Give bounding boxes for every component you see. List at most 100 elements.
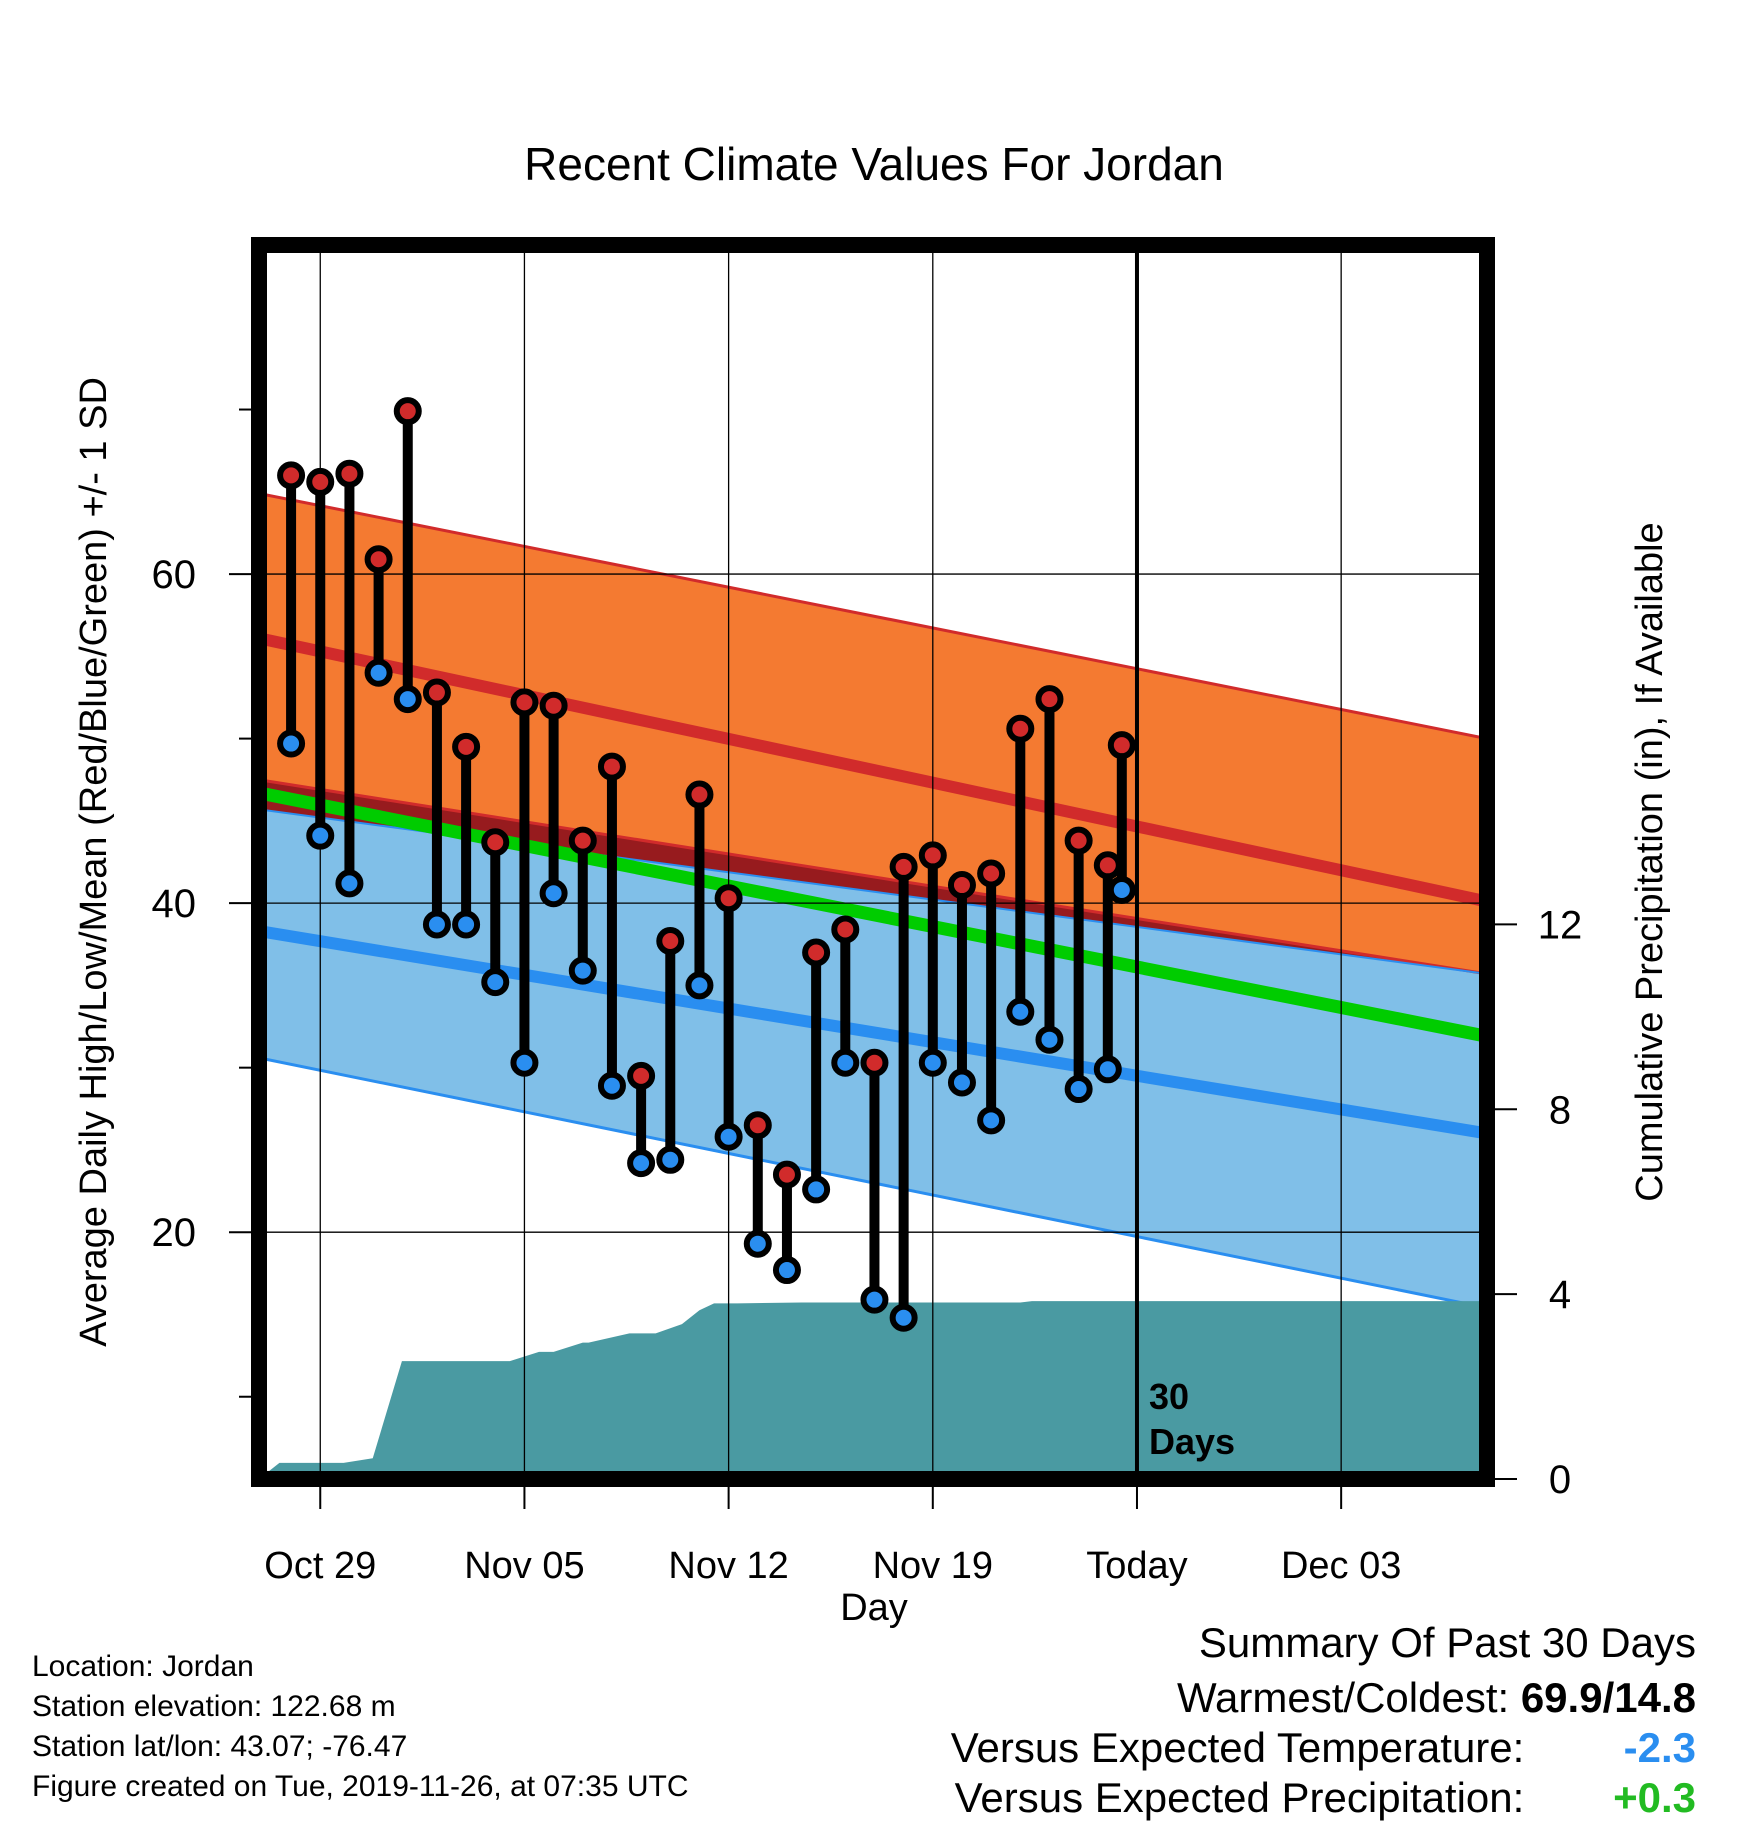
observation-low-point [627,1149,656,1178]
y-axis-right-label: Cumulative Precipitation (in), If Availa… [1629,522,1671,1201]
observation-low-point [568,956,597,985]
observation-low-point [306,821,335,850]
observation-high-point [452,732,481,761]
today-marker-label: Days [1149,1421,1235,1462]
latest-high-point [1107,731,1136,760]
warm-cold-label: Warmest/Coldest: [1176,1674,1510,1721]
plot-frame [251,237,1495,1487]
observation-high-point [977,859,1006,888]
observation-low-point [1006,997,1035,1026]
observation-low-point [1064,1075,1093,1104]
observation-high-point [306,467,335,496]
observation-low-point [802,1175,831,1204]
observation-high-point [802,938,831,967]
figure-created: Figure created on Tue, 2019-11-26, at 07… [32,1770,689,1803]
y2-tick-label: 4 [1549,1273,1571,1317]
observation-high-point [656,926,685,955]
observation-high-point [277,461,306,490]
observation-high-point [393,397,422,426]
summary-precip-row: Versus Expected Precipitation: +0.3 [955,1777,1696,1819]
observation-high-point [918,841,947,870]
x-tick-label: Dec 03 [1281,1545,1401,1587]
observation-low-point [481,968,510,997]
y-axis-left-label: Average Daily High/Low/Mean (Red/Blue/Gr… [73,377,115,1347]
x-tick-label: Nov 12 [668,1545,788,1587]
observation-low-point [772,1256,801,1285]
observation-low-point [1093,1055,1122,1084]
observation-high-point [481,828,510,857]
axes: Oct 29 Nov 05 Nov 12 Nov 19 Today Dec 0320406… [152,408,1583,1587]
observation-low-point [947,1068,976,1097]
high-mean-line [259,632,1487,908]
observation-low-point [743,1229,772,1258]
temp-deviation-value: -2.3 [1623,1724,1696,1771]
observation-low-point [597,1071,626,1100]
x-tick-label: Nov 19 [873,1545,993,1587]
observation-high-point [743,1111,772,1140]
y-tick-label: 20 [152,1211,197,1255]
low-mean-line [259,925,1487,1140]
observation-high-point [539,691,568,720]
y2-tick-label: 8 [1549,1088,1571,1132]
observation-high-point [364,545,393,574]
observation-high-point [597,752,626,781]
y2-tick-label: 0 [1549,1458,1571,1502]
observation-high-point [1093,851,1122,880]
observation-high-point [889,852,918,881]
observation-low-point [1035,1025,1064,1054]
y-tick-label: 40 [152,882,197,926]
observation-low-point [539,879,568,908]
high-normal-band [259,493,1487,974]
observation-low-point [977,1106,1006,1135]
observation-low-point [889,1303,918,1332]
observation-low-point [422,910,451,939]
warm-cold-value: 69.9/14.8 [1520,1674,1696,1721]
observation-low-point [918,1048,947,1077]
observation-high-point [627,1061,656,1090]
observation-low-point [510,1048,539,1077]
station-elevation: Station elevation: 122.68 m [32,1690,396,1723]
observation-high-point [1035,685,1064,714]
location-info: Location: Jordan [32,1650,254,1683]
station-latlon: Station lat/lon: 43.07; -76.47 [32,1730,408,1763]
summary-temp-row: Versus Expected Temperature: -2.3 [951,1727,1696,1769]
observation-low-point [656,1145,685,1174]
summary-heading: Summary Of Past 30 Days [1198,1619,1696,1666]
observation-low-point [364,658,393,687]
y-tick-label: 60 [152,553,197,597]
observation-low-point [393,685,422,714]
observation-high-point [335,459,364,488]
observation-high-point [510,688,539,717]
observation-high-point [568,826,597,855]
observation-low-point [277,729,306,758]
precip-deviation-value: +0.3 [1613,1774,1696,1821]
chart-title: Recent Climate Values For Jordan [524,138,1224,190]
x-axis-label: Day [840,1587,908,1629]
observation-high-point [947,871,976,900]
x-tick-label: Today [1086,1545,1187,1587]
plot-area [259,491,1487,1479]
observation-high-point [860,1048,889,1077]
observation-high-point [831,915,860,944]
observation-high-point [1064,826,1093,855]
observation-high-point [685,780,714,809]
latest-low-point [1107,875,1136,904]
x-tick-label: Nov 05 [464,1545,584,1587]
y2-tick-label: 12 [1538,903,1583,947]
observation-low-point [335,869,364,898]
observation-low-point [685,971,714,1000]
high-upper-line [259,491,1487,741]
precip-deviation-label: Versus Expected Precipitation: [954,1774,1525,1821]
summary-warm-cold-row: Warmest/Coldest: 69.9/14.8 [1177,1677,1696,1719]
observation-high-point [1006,714,1035,743]
temp-deviation-label: Versus Expected Temperature: [950,1724,1525,1771]
observation-low-point [831,1048,860,1077]
observation-high-point [422,678,451,707]
x-tick-label: Oct 29 [264,1545,376,1587]
observation-low-point [860,1285,889,1314]
observation-high-point [772,1160,801,1189]
observation-high-point [714,884,743,913]
precip-area [259,1301,1487,1479]
